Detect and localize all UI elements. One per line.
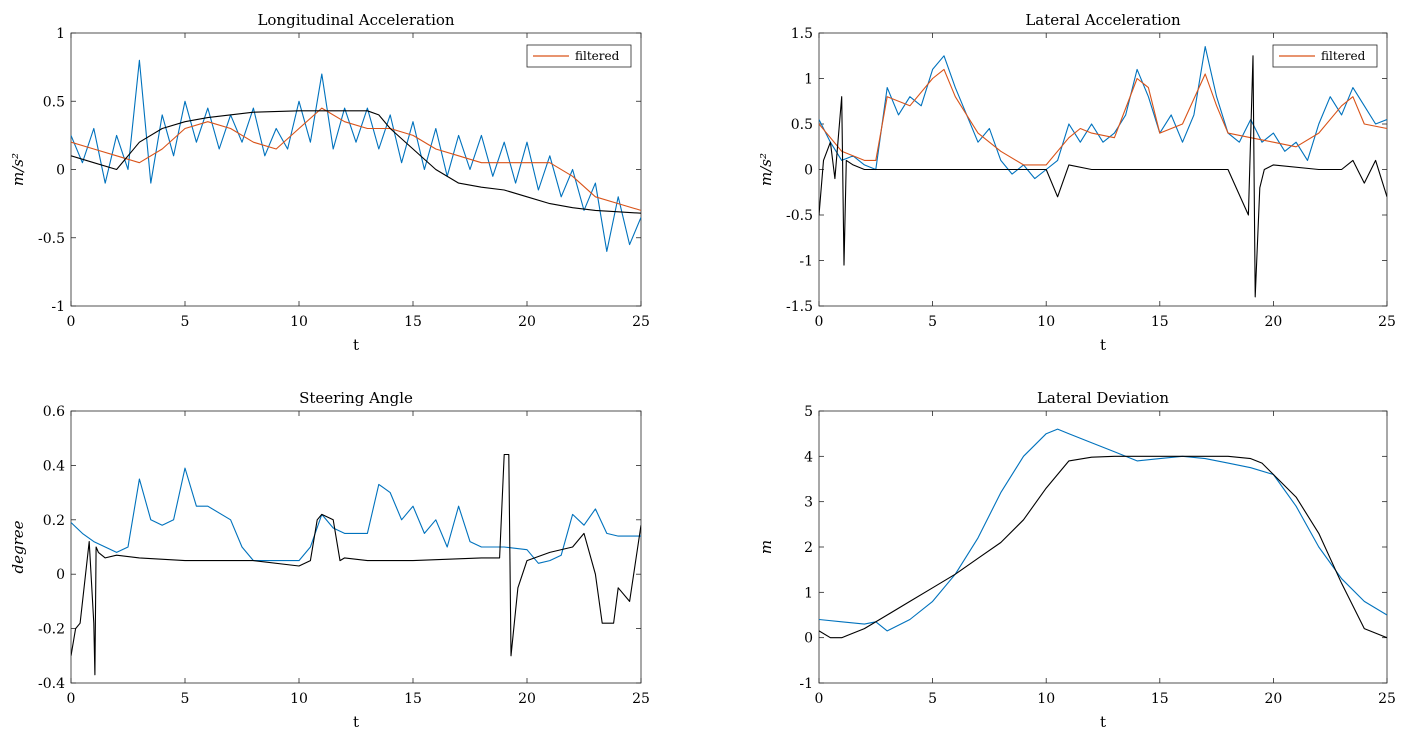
y-tick-label: 0 — [804, 631, 813, 647]
x-tick-label: 15 — [1151, 314, 1169, 330]
y-tick-label: 0.4 — [43, 458, 65, 474]
y-tick-label: 5 — [804, 404, 813, 420]
x-tick-label: 20 — [518, 314, 536, 330]
x-tick-label: 5 — [181, 691, 190, 707]
y-tick-label: 0 — [56, 163, 65, 179]
legend: filtered — [1272, 44, 1378, 68]
x-tick-label: 5 — [928, 691, 937, 707]
y-tick-label: -1 — [51, 299, 65, 315]
y-tick-label: 1 — [804, 72, 813, 88]
y-tick-label: 0.2 — [43, 513, 65, 529]
x-tick-label: 0 — [815, 691, 824, 707]
y-tick-label: 0 — [56, 567, 65, 583]
chart-title: Steering Angle — [299, 389, 413, 407]
x-tick-label: 10 — [1037, 314, 1055, 330]
x-tick-label: 5 — [181, 314, 190, 330]
x-tick-label: 10 — [1037, 691, 1055, 707]
axes-frame — [70, 32, 642, 307]
series-line-2 — [71, 110, 641, 214]
x-axis-label: t — [353, 713, 359, 731]
x-tick-label: 25 — [632, 314, 650, 330]
x-tick-label: 25 — [1378, 314, 1396, 330]
x-tick-label: 20 — [518, 691, 536, 707]
y-axis-label: m/s² — [757, 153, 775, 186]
x-tick-label: 20 — [1264, 691, 1282, 707]
legend: filtered — [526, 44, 632, 68]
y-tick-label: -1 — [799, 254, 813, 270]
series-line-2 — [819, 55, 1387, 298]
x-tick-label: 15 — [1151, 691, 1169, 707]
x-tick-label: 25 — [632, 691, 650, 707]
y-tick-label: -0.2 — [38, 622, 65, 638]
y-tick-label: -1 — [799, 676, 813, 692]
chart-title: Lateral Acceleration — [1025, 11, 1181, 29]
chart-title: Lateral Deviation — [1037, 389, 1169, 407]
series-line-0 — [71, 467, 641, 564]
y-axis-label: degree — [9, 520, 27, 573]
y-tick-label: 0.6 — [43, 404, 65, 420]
y-tick-label: 0.5 — [43, 94, 65, 110]
chart-title: Longitudinal Acceleration — [257, 11, 454, 29]
series-line-0 — [819, 46, 1387, 180]
y-tick-label: 4 — [804, 449, 813, 465]
y-tick-label: 0.5 — [791, 117, 813, 133]
y-tick-label: 1.5 — [791, 26, 813, 42]
y-tick-label: 1 — [56, 26, 65, 42]
series-line-0 — [819, 428, 1387, 632]
x-tick-label: 0 — [67, 314, 76, 330]
x-tick-label: 25 — [1378, 691, 1396, 707]
y-tick-label: -0.4 — [38, 676, 65, 692]
axes-frame — [70, 410, 642, 684]
axes-frame — [818, 410, 1388, 684]
y-tick-label: -0.5 — [38, 231, 65, 247]
series-line-1 — [71, 453, 641, 676]
x-tick-label: 0 — [67, 691, 76, 707]
legend-entry: filtered — [1321, 49, 1366, 63]
y-axis-label: m — [757, 540, 775, 554]
series-line-1 — [71, 107, 641, 211]
x-tick-label: 0 — [815, 314, 824, 330]
x-axis-label: t — [1100, 336, 1106, 354]
series-line-1 — [819, 455, 1387, 639]
y-tick-label: 2 — [804, 540, 813, 556]
x-axis-label: t — [1100, 713, 1106, 731]
y-tick-label: 0 — [804, 163, 813, 179]
y-axis-label: m/s² — [9, 153, 27, 186]
x-tick-label: 15 — [404, 314, 422, 330]
y-tick-label: -0.5 — [786, 208, 813, 224]
series-line-0 — [71, 59, 641, 252]
x-axis-label: t — [353, 336, 359, 354]
panel-steering-angle: Steering Angle 0 5 10 15 20 25 -0.4 -0.2 0 0.2 0.4 0… — [9, 389, 650, 731]
x-tick-label: 15 — [404, 691, 422, 707]
x-tick-label: 10 — [290, 691, 308, 707]
x-tick-label: 20 — [1264, 314, 1282, 330]
series-line-1 — [819, 68, 1387, 166]
x-tick-label: 10 — [290, 314, 308, 330]
legend-entry: filtered — [575, 49, 620, 63]
y-tick-label: -1.5 — [786, 299, 813, 315]
y-tick-label: 1 — [804, 585, 813, 601]
y-tick-label: 3 — [804, 495, 813, 511]
x-tick-label: 5 — [928, 314, 937, 330]
